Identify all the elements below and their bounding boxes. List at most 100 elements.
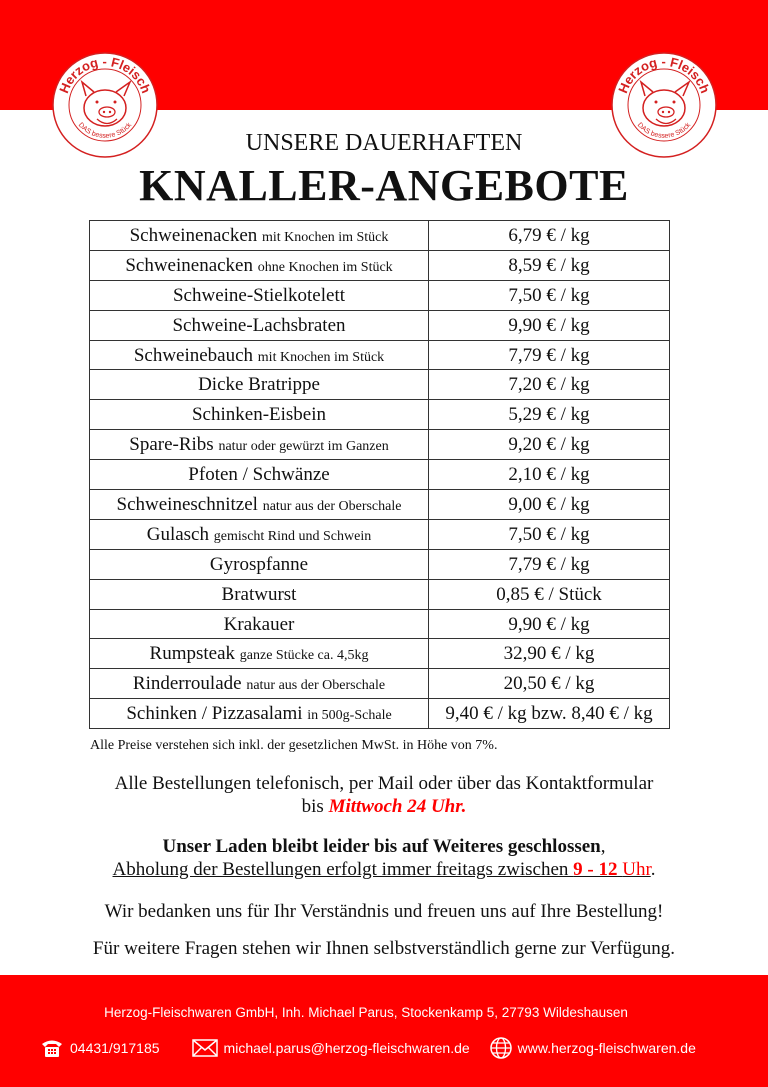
product-name: Schweinenacken <box>125 254 253 276</box>
page-title: KNALLER-ANGEBOTE <box>139 161 629 210</box>
product-row: Schweinebauch mit Knochen im Stück 7,79 €… <box>89 339 670 371</box>
product-name-cell: Krakauer <box>89 608 429 640</box>
product-name: Gyrospfanne <box>209 553 309 575</box>
product-price: 6,79 € / kg <box>428 220 670 251</box>
product-name-cell: Schinken / Pizzasalami in 500g-Schale <box>89 698 429 730</box>
product-detail: in 500g-Schale <box>307 708 392 724</box>
product-name: Schweineschnitzel <box>116 493 258 515</box>
product-price: 32,90 € / kg <box>428 638 670 670</box>
product-name: Pfoten / Schwänze <box>188 464 330 486</box>
product-name: Rinderroulade <box>132 673 242 695</box>
product-detail: mit Knochen im Stück <box>257 349 385 365</box>
product-row: Bratwurst 0,85 € / Stück <box>89 578 670 610</box>
product-name-cell: Gyrospfanne <box>89 548 429 580</box>
phone-icon <box>40 1038 64 1058</box>
closed-notice: Unser Laden bleibt leider bis auf Weiter… <box>162 836 601 857</box>
product-name-cell: Schweinenacken mit Knochen im Stück <box>89 220 429 251</box>
product-name-cell: Schweineschnitzel natur aus der Oberscha… <box>89 489 429 520</box>
globe-icon <box>489 1037 512 1059</box>
product-detail: mit Knochen im Stück <box>262 229 389 245</box>
product-price: 5,29 € / kg <box>428 399 670 431</box>
phone-number[interactable]: 04431/917185 <box>70 1040 160 1056</box>
product-row: Krakauer 9,90 € / kg <box>89 608 670 640</box>
company-address: Herzog-Fleischwaren GmbH, Inh. Michael P… <box>104 1005 628 1020</box>
product-name-cell: Schweinebauch mit Knochen im Stück <box>89 339 429 371</box>
product-price: 8,59 € / kg <box>428 249 670 281</box>
product-name: Schweine-Lachsbraten <box>172 314 346 336</box>
product-name-cell: Gulasch gemischt Rind und Schwein <box>89 518 429 550</box>
comma: , <box>600 836 606 857</box>
product-price: 9,20 € / kg <box>428 429 670 461</box>
product-row: Rumpsteak ganze Stücke ca. 4,5kg 32,90 € … <box>89 638 670 670</box>
order-line: Alle Bestellungen telefonisch, per Mail … <box>114 773 654 794</box>
product-row: Schinken / Pizzasalami in 500g-Schale 9,4… <box>89 698 670 730</box>
product-detail: ohne Knochen im Stück <box>257 259 393 275</box>
product-price: 7,20 € / kg <box>428 369 670 401</box>
product-price: 7,50 € / kg <box>428 279 670 311</box>
product-name: Schinken / Pizzasalami <box>126 703 303 725</box>
footer: Herzog-Fleischwaren GmbH, Inh. Michael P… <box>0 975 768 1087</box>
pickup-time: 9 - 12 <box>573 859 618 880</box>
product-row: Schweinenacken mit Knochen im Stück 6,79 … <box>89 220 670 251</box>
product-price: 2,10 € / kg <box>428 459 670 491</box>
email-link[interactable]: michael.parus@herzog-fleischwaren.de <box>223 1040 470 1056</box>
product-row: Pfoten / Schwänze 2,10 € / kg <box>89 459 670 491</box>
product-price: 7,50 € / kg <box>428 518 670 550</box>
product-name-cell: Rumpsteak ganze Stücke ca. 4,5kg <box>89 638 429 670</box>
product-row: Gulasch gemischt Rind und Schwein 7,50 € … <box>89 518 670 550</box>
product-name-cell: Bratwurst <box>89 578 429 610</box>
product-name-cell: Schinken-Eisbein <box>89 399 429 431</box>
product-price: 9,90 € / kg <box>428 309 670 341</box>
mail-icon <box>191 1039 218 1057</box>
vat-note: Alle Preise verstehen sich inkl. der ges… <box>90 738 498 753</box>
product-price: 9,40 € / kg bzw. 8,40 € / kg <box>428 698 670 730</box>
page-subtitle: UNSERE DAUERHAFTEN <box>245 130 523 156</box>
product-price: 0,85 € / Stück <box>428 578 670 610</box>
product-detail: natur aus der Oberschale <box>262 498 402 514</box>
order-bis: bis <box>301 796 329 817</box>
product-name: Bratwurst <box>221 583 297 605</box>
price-table: Schweinenacken mit Knochen im Stück 6,79 … <box>89 220 670 730</box>
pickup-uhr: Uhr <box>622 859 651 880</box>
product-row: Gyrospfanne 7,79 € / kg <box>89 548 670 580</box>
thanks-text: Wir bedanken uns für Ihr Verständnis und… <box>104 901 664 922</box>
product-price: 7,79 € / kg <box>428 339 670 371</box>
order-deadline: Mittwoch 24 Uhr. <box>328 796 467 817</box>
product-row: Schweineschnitzel natur aus der Oberscha… <box>89 489 670 520</box>
herzog-fleisch-logo-left: Herzog - Fleisch DAS bessere Stück <box>52 52 158 158</box>
order-info: Alle Bestellungen telefonisch, per Mail … <box>0 772 768 818</box>
product-name: Rumpsteak <box>149 643 236 665</box>
product-name: Schweinebauch <box>133 344 254 366</box>
product-name-cell: Pfoten / Schwänze <box>89 459 429 491</box>
product-name-cell: Schweine-Stielkotelett <box>89 279 429 311</box>
product-name-cell: Schweine-Lachsbraten <box>89 309 429 341</box>
product-name: Spare-Ribs <box>129 434 214 456</box>
product-detail: natur oder gewürzt im Ganzen <box>218 439 389 455</box>
product-name-cell: Dicke Bratrippe <box>89 369 429 401</box>
product-name-cell: Rinderroulade natur aus der Oberschale <box>89 668 429 700</box>
period: . <box>650 859 656 880</box>
product-row: Dicke Bratrippe 7,20 € / kg <box>89 369 670 401</box>
product-row: Schweinenacken ohne Knochen im Stück 8,59… <box>89 249 670 281</box>
product-row: Schweine-Stielkotelett 7,50 € / kg <box>89 279 670 311</box>
product-row: Spare-Ribs natur oder gewürzt im Ganzen 9… <box>89 429 670 461</box>
product-row: Schweine-Lachsbraten 9,90 € / kg <box>89 309 670 341</box>
product-name: Krakauer <box>223 613 295 635</box>
product-price: 9,90 € / kg <box>428 608 670 640</box>
website-link[interactable]: www.herzog-fleischwaren.de <box>517 1040 696 1056</box>
product-name: Schinken-Eisbein <box>191 404 327 426</box>
product-name-cell: Schweinenacken ohne Knochen im Stück <box>89 249 429 281</box>
product-name-cell: Spare-Ribs natur oder gewürzt im Ganzen <box>89 429 429 461</box>
product-detail: gemischt Rind und Schwein <box>213 528 372 544</box>
product-row: Rinderroulade natur aus der Oberschale 20… <box>89 668 670 700</box>
product-name: Schweine-Stielkotelett <box>172 284 345 306</box>
questions-text: Für weitere Fragen stehen wir Ihnen selb… <box>92 938 676 959</box>
product-detail: natur aus der Oberschale <box>246 678 386 694</box>
product-price: 20,50 € / kg <box>428 668 670 700</box>
closure-info: Unser Laden bleibt leider bis auf Weiter… <box>0 835 768 881</box>
product-row: Schinken-Eisbein 5,29 € / kg <box>89 399 670 431</box>
product-name: Gulasch <box>146 523 209 545</box>
product-name: Schweinenacken <box>129 224 258 246</box>
product-price: 9,00 € / kg <box>428 489 670 520</box>
product-price: 7,79 € / kg <box>428 548 670 580</box>
